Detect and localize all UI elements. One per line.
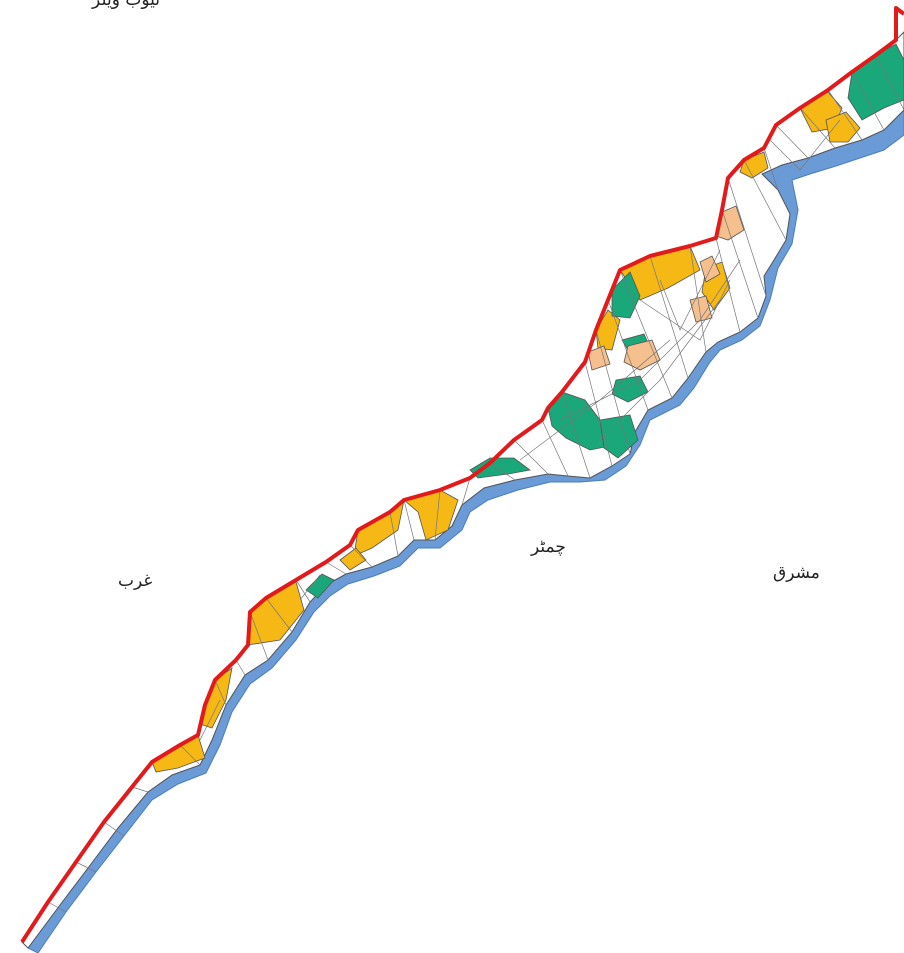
east-direction-label: مشرق xyxy=(773,563,820,583)
parcel-grid-lines xyxy=(47,54,904,913)
green-parcels xyxy=(305,43,904,599)
top-map-label: ٹیوب ویلز xyxy=(92,0,160,10)
village-name-label: چمٹر xyxy=(531,537,566,557)
parcel-strip xyxy=(21,31,904,949)
west-direction-label: غرب xyxy=(118,571,153,591)
north-bank-line xyxy=(20,6,904,944)
